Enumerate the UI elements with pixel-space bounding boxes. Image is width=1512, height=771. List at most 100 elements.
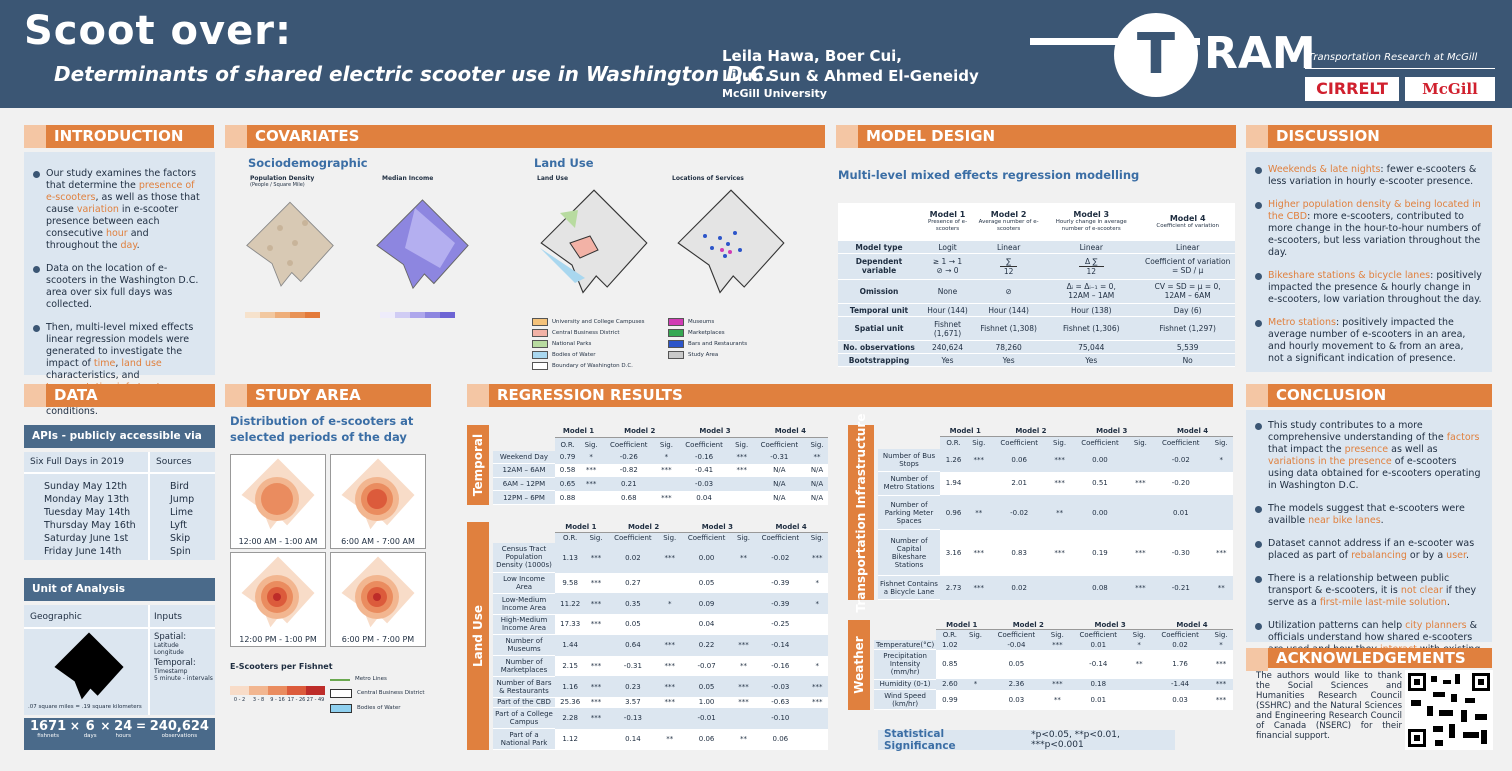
cell: 2.73 [945,583,962,592]
row: Dependent variable ≥ 1 → 1 ⊘ → 0 ∑ 12 Δ ∑ 12 Co… [838,253,1235,280]
regression-table: Temporal Model 1 Model 2 Model 3 Model 4 O.R.… [467,425,828,505]
bullet-text: hour [105,228,128,239]
list: Latitude Longitude [154,642,213,656]
covariate-maps [245,189,785,318]
header-cell: O.R. [936,629,964,640]
legend-label: Central Business District [357,690,425,696]
rule [24,472,215,474]
row: Low-Medium Income Area 11.22 *** 0.35 * 0.09 -… [493,593,828,615]
cell: Hour (144) [920,303,976,317]
formula-part: × [100,720,110,733]
cell: 0.68 [620,493,637,502]
row-label: Number of Museums [493,634,555,657]
model-desc: Average number of e-scooters [978,219,1039,233]
map-units: (People / Square Mile) [250,182,305,188]
list-item: Saturday June 1st [44,533,129,544]
header-cell: Sig. [1127,629,1152,640]
legend-label: National Parks [552,340,592,347]
header-cell: Coefficient [1151,629,1210,640]
cell: 1.00 [698,698,715,707]
row-label: Model type [838,240,920,255]
formula-unit: observations [161,733,198,739]
cell [964,640,988,650]
regression-table: Weather Model 1 Model 2 Model 3 Model 4 O.R. S… [848,620,1233,710]
cell: 17.33 [560,620,581,629]
bullet: Dataset cannot address if an e-scooter w… [1252,538,1484,562]
cell: N/A [773,493,786,502]
row-label: Humidity (0-1) [874,679,937,691]
cell: ≥ 1 → 1 ⊘ → 0 [920,253,976,280]
cell: -0.16 [771,661,790,670]
legend-label: Boundary of Washington D.C. [552,362,633,369]
cell-line: Fishnet (1,297) [1159,324,1216,334]
density-blob [273,593,281,601]
header-cell: Coefficient [987,629,1046,640]
cell: *** [973,583,985,592]
formula-value: × [69,719,80,733]
formula-part: = [136,720,146,733]
legend-swatch [668,340,684,348]
cell [1127,679,1151,690]
cell-line: Fishnet (1,671) [933,319,962,338]
bullet-text: . [136,240,140,251]
legend-swatch [532,329,548,337]
legend-swatch [668,351,684,359]
bullet: The models suggest that e-scooters were … [1252,503,1484,527]
table-band: Transportation Infrastructure [848,413,874,612]
cell: 0.04 [696,493,712,502]
legend-swatch [330,678,350,681]
cell: Fishnet (1,306) [1042,316,1141,342]
row-label: Temporal unit [838,303,920,317]
bullet-text: Utilization patterns can help [1268,620,1406,631]
label: Temporal: [154,658,196,668]
row: Number of Museums 1.44 0.64 *** 0.22 *** -0.14 [493,634,828,657]
header-row: O.R. Sig. Coefficient Sig. Coefficient Sig. Co… [878,436,1233,449]
formula-value: × [100,719,111,733]
cell [659,573,680,594]
legend: Metro Lines Central Business District Bodi… [330,676,425,719]
section-heading: MODEL DESIGN [836,125,1236,148]
cell: Logit [920,240,976,255]
row-label: Number of Bus Stops [878,448,940,473]
table: Model 1 Model 2 Model 3 Model 4 O.R. Sig. Coef… [493,425,828,505]
cell: Hour (144) [975,303,1043,317]
cell: 0.14 [625,735,641,744]
section-heading: INTRODUCTION [24,125,214,148]
cell-line: No [1182,355,1193,365]
cell [806,614,828,635]
cell: 3.57 [625,698,641,707]
table: Model 1 Presence of e-scooters Model 2 Aver… [838,203,1235,367]
header-cell: O.R. [555,437,581,451]
bullet-text: time [93,358,116,369]
list-item: Latitude [154,642,179,649]
authors-line: Lijun Sun & Ahmed El-Geneidy [722,67,979,85]
row: Number of Metro Stations 1.94 2.01 *** 0.51 *… [878,471,1233,496]
cell-line: Yes [1002,355,1015,365]
cell: 0.01 [1090,695,1107,704]
row: Census Tract Population Density (1000s) 1… [493,542,828,574]
cell: Linear [1042,240,1141,255]
formula-unit: fishnets [37,733,59,739]
cell: -0.02 [1010,508,1029,517]
cell: -0.39 [771,599,790,608]
header-cell [874,630,936,640]
row: Bootstrapping Yes Yes Yes No [838,353,1235,367]
map-tile: 6:00 PM - 7:00 PM [330,552,426,647]
header-row: O.R. Sig. Coefficient Sig. Coefficient Sig. Co… [493,437,828,451]
cell: 11.22 [560,599,581,608]
cell [733,614,754,635]
cell: -0.02 [1171,456,1190,465]
legend-swatch [230,686,249,695]
legend-item: Museums [668,318,747,326]
cell-line: CV = SD = μ = 0, [1154,282,1221,292]
bullet-text: first-mile last-mile solution [1319,597,1447,608]
cell-line: Hour (138) [1070,305,1112,315]
row-label: Temperature(°C) [874,639,937,651]
cell: -0.14 [771,641,790,650]
table-band: Weather [848,620,870,710]
period-label: 6:00 PM - 7:00 PM [341,635,415,644]
cell-line: ∑ [1000,257,1018,267]
row: 12AM – 6AM 0.58 *** -0.82 *** -0.41 *** N/A N/A [493,463,828,478]
cell: *** [1052,640,1063,649]
cell: -0.16 [694,453,714,462]
